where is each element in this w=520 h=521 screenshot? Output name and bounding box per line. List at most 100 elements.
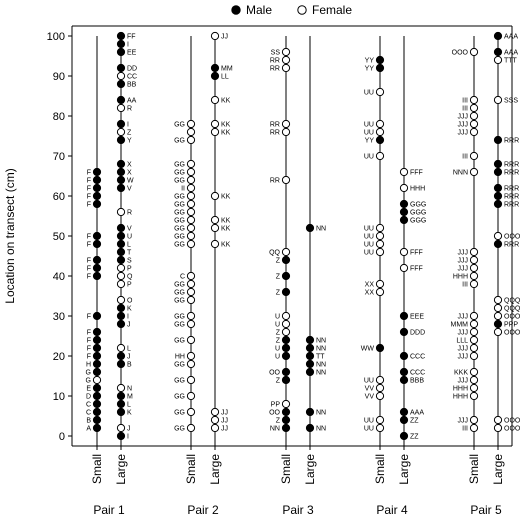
- pair-2-small-point-label-25: GG: [174, 410, 185, 417]
- pair-4-large-point-14: [399, 431, 409, 441]
- pair-1-large-point-30: [116, 359, 126, 369]
- pair-5-large-point-13: [493, 303, 503, 313]
- pair-3-small-point-label-20: Z: [276, 418, 281, 425]
- pair-2-large-label: Large: [208, 454, 222, 485]
- pair-1-small-point-20: [92, 399, 102, 409]
- y-tick-label-40: 40: [53, 271, 65, 283]
- pair-1-large-point-label-13: W: [127, 178, 134, 185]
- pair-5-small-point-label-5: JJJ: [458, 130, 469, 137]
- pair-3-small-point-4: [281, 127, 291, 137]
- pair-1-small-point-18: [92, 383, 102, 393]
- pair-3-small-point-12: [281, 327, 291, 337]
- pair-2-small-point-label-26: GG: [174, 426, 185, 433]
- pair-2-small-point-5: [186, 175, 196, 185]
- pair-2-large-point-3: [210, 95, 220, 105]
- pair-1-small-point-label-14: F: [87, 354, 91, 361]
- pair-2-small-point-label-12: GG: [174, 234, 185, 241]
- pair-1-small-point-label-0: F: [87, 170, 91, 177]
- pair-2-large-point-5: [210, 127, 220, 137]
- pair-1-small-point-label-19: D: [86, 394, 91, 401]
- pair-2-small-point-15: [186, 279, 196, 289]
- pair-3-small-point-label-18: PP: [271, 402, 281, 409]
- pair-3-large-point-label-3: TT: [316, 354, 325, 361]
- y-tick-label-100: 100: [47, 31, 65, 43]
- pair-1-large-point-20: [116, 255, 126, 265]
- pair-1-small-point-6: [92, 239, 102, 249]
- pair-1-large-point-label-25: K: [127, 306, 132, 313]
- pair-4-large-point-11: [399, 375, 409, 385]
- pair-1-large-point-34: [116, 407, 126, 417]
- pair-5-large-point-label-10: OOO: [504, 234, 520, 241]
- pair-5-small-point-label-19: KKK: [454, 370, 468, 377]
- pair-2-small-point-label-23: GG: [174, 378, 185, 385]
- pair-4-small-point-label-11: XX: [365, 282, 375, 289]
- pair-5-small-point-2: [469, 103, 479, 113]
- pair-3-small-point-11: [281, 319, 291, 329]
- pair-3-small-point-label-21: NN: [270, 426, 280, 433]
- pair-1-large-point-10: [116, 135, 126, 145]
- pair-3-large-point-7: [305, 423, 315, 433]
- pair-4-small-point-10: [375, 247, 385, 257]
- pair-2-small-point-label-17: GG: [174, 298, 185, 305]
- pair-2-large-point-label-5: KK: [221, 130, 231, 137]
- pair-3-small-point-label-11: U: [275, 322, 280, 329]
- pair-1-large-point-label-0: FF: [127, 34, 136, 41]
- pair-1-small-point-11: [92, 327, 102, 337]
- pair-1-large-point-23: [116, 279, 126, 289]
- pair-1-small-point-label-16: G: [86, 370, 91, 377]
- pair-4-small-point-label-17: UU: [364, 418, 374, 425]
- pair-4-large-point-label-9: CCC: [410, 354, 425, 361]
- pair-2-small-point-label-0: GG: [174, 122, 185, 129]
- pair-4-large-point-8: [399, 327, 409, 337]
- pair-1-large-point-17: [116, 231, 126, 241]
- plot-frame: [71, 25, 513, 447]
- pair-5-small-point-label-10: JJJ: [458, 266, 469, 273]
- pair-5-small-point-label-6: III: [462, 154, 468, 161]
- pair-2-small-point-21: [186, 351, 196, 361]
- pair-2-small-point-13: [186, 239, 196, 249]
- pair-2-small-point-label-4: GG: [174, 170, 185, 177]
- pair-1-large-point-label-9: Z: [127, 130, 132, 137]
- x-axis: Small Large Pair 1 Small Large Pair 2 Small Lar…: [90, 446, 505, 517]
- pair-5-small-point-1: [469, 95, 479, 105]
- pair-1-small-point-1: [92, 175, 102, 185]
- pair-4-large-point-label-14: ZZ: [410, 434, 419, 441]
- pair-5-large-point-label-18: OOO: [504, 426, 520, 433]
- pair-5-large-point-5: [493, 159, 503, 169]
- pair-2-small-point-label-24: GG: [174, 394, 185, 401]
- pair-5-small-point-21: [469, 383, 479, 393]
- pair-5-small-point-label-12: III: [462, 282, 468, 289]
- legend-female-label: Female: [312, 3, 352, 17]
- pair-2-small-point-label-22: GG: [174, 362, 185, 369]
- pair-1-small-point-17: [92, 375, 102, 385]
- pair-2-small-point-label-9: GG: [174, 210, 185, 217]
- pair-2-small-point-20: [186, 335, 196, 345]
- pair-5-small-point-18: [469, 351, 479, 361]
- pair-1-large-point-label-32: M: [127, 394, 133, 401]
- pair-2-large-point-label-7: KK: [221, 218, 231, 225]
- pair-3-large-point-label-4: NN: [316, 362, 326, 369]
- pair-2-small-point-label-3: GG: [174, 162, 185, 169]
- pair-5-small-point-label-24: III: [462, 426, 468, 433]
- pair-4-small-point-label-14: UU: [364, 378, 374, 385]
- y-tick-label-0: 0: [59, 431, 65, 443]
- pair-5-small-point-7: [469, 167, 479, 177]
- legend-male-marker: [231, 5, 241, 15]
- pair-4-large-point-label-3: GGG: [410, 210, 426, 217]
- y-tick-label-50: 50: [53, 231, 65, 243]
- pair-4-large-point-7: [399, 311, 409, 321]
- pair-3-small-point-13: [281, 335, 291, 345]
- pair-1-large-point-3: [116, 63, 126, 73]
- pair-5-large-point-label-12: QQQ: [504, 298, 520, 305]
- pair-1-large-point-14: [116, 183, 126, 193]
- pair-2-large-point-label-3: KK: [221, 98, 231, 105]
- pair-1-large-point-5: [116, 79, 126, 89]
- pair-5-small-point-label-23: JJJ: [458, 418, 469, 425]
- pair-1-small-point-label-3: F: [87, 194, 91, 201]
- pair-5-small-point-label-2: III: [462, 106, 468, 113]
- pair-5-small-point-5: [469, 127, 479, 137]
- pair-1-large-point-31: [116, 383, 126, 393]
- pair-3-small-point-label-12: Z: [276, 330, 281, 337]
- pair-4-small-point-label-3: UU: [364, 122, 374, 129]
- pair-3-large-point-2: [305, 343, 315, 353]
